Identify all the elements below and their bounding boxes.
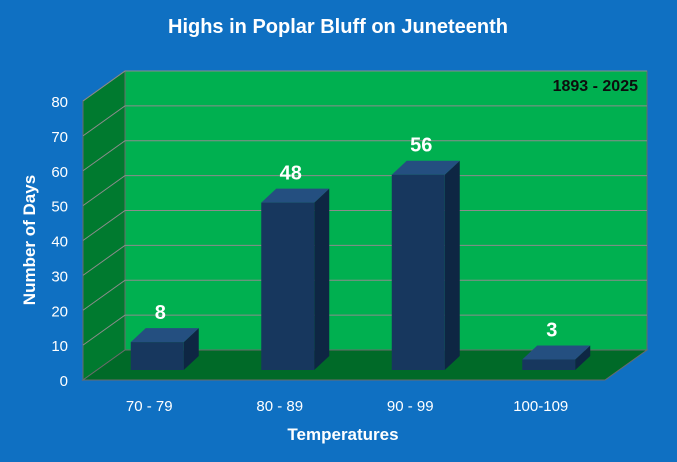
- bar-front: [391, 174, 445, 370]
- data-label: 56: [410, 135, 432, 157]
- x-tick-label: 90 - 99: [387, 398, 434, 415]
- x-tick-label: 70 - 79: [126, 398, 173, 415]
- bar-top: [391, 160, 460, 175]
- y-tick-label: 40: [51, 234, 68, 251]
- bar-side: [575, 345, 591, 370]
- bar-top: [261, 188, 330, 203]
- chart-floor: [81, 349, 649, 381]
- y-tick-label: 70: [51, 129, 68, 146]
- bar-2: [261, 188, 330, 370]
- y-tick-label: 0: [60, 373, 68, 390]
- gridline: [82, 314, 647, 346]
- x-tick-label: 100-109: [513, 398, 568, 415]
- gridline: [82, 244, 647, 276]
- gridline: [82, 140, 647, 172]
- data-label: 3: [546, 320, 557, 342]
- bar-front: [261, 202, 315, 370]
- bar-side: [314, 188, 330, 370]
- gridline: [82, 105, 647, 137]
- gridline: [82, 175, 647, 207]
- bar-top: [130, 328, 199, 343]
- y-tick-label: 50: [51, 199, 68, 216]
- bar-side: [183, 328, 199, 370]
- gridline: [82, 210, 647, 241]
- y-tick-label: 80: [51, 94, 68, 111]
- year-range-annotation: 1893 - 2025: [553, 78, 639, 95]
- bar-side: [444, 160, 460, 370]
- gridline: [82, 70, 647, 102]
- bar-front: [130, 342, 184, 370]
- data-label: 48: [280, 163, 302, 185]
- chart-title: Highs in Poplar Bluff on Juneteenth: [168, 16, 508, 38]
- gridline: [82, 279, 647, 311]
- bar-4: [522, 345, 591, 370]
- x-axis-label: Temperatures: [287, 425, 398, 444]
- data-label: 8: [155, 302, 166, 324]
- y-tick-label: 20: [51, 303, 68, 320]
- x-tick-label: 80 - 89: [256, 398, 303, 415]
- y-axis-label: Number of Days: [20, 175, 39, 305]
- bar-3: [391, 160, 460, 370]
- y-tick-label: 10: [51, 338, 68, 355]
- bar-front: [522, 359, 576, 370]
- y-tick-label: 30: [51, 268, 68, 285]
- y-tick-label: 60: [51, 164, 68, 181]
- bar-1: [130, 328, 199, 370]
- bar-top: [522, 345, 591, 360]
